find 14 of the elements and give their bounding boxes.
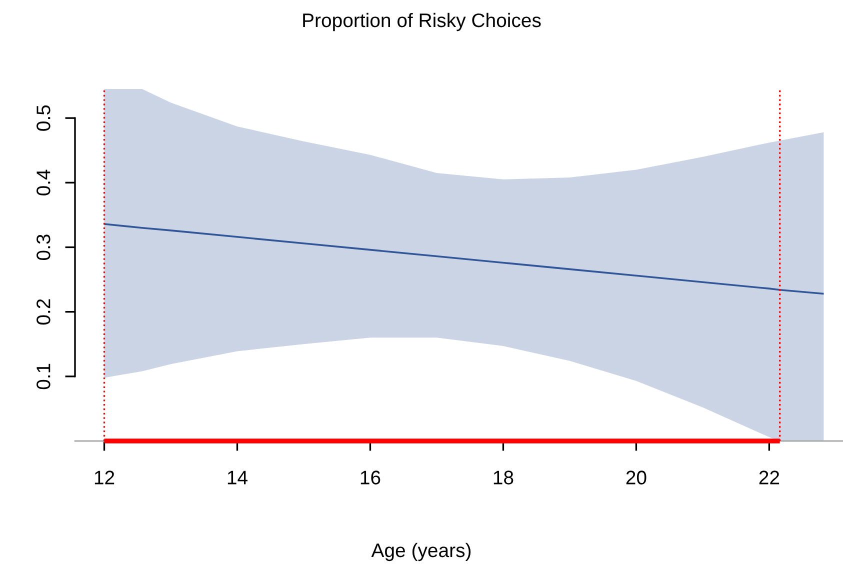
x-tick-label: 12: [94, 470, 114, 484]
chart-title: Proportion of Risky Choices: [303, 12, 541, 32]
y-tick-label: 0.4: [36, 170, 50, 196]
x-axis-title: Age (years): [371, 542, 471, 562]
x-tick-label: 16: [360, 470, 380, 484]
x-tick-label: 20: [626, 470, 646, 484]
x-tick-label: 22: [759, 470, 780, 484]
x-tick-label: 14: [228, 470, 248, 484]
y-tick-label: 0.5: [36, 105, 50, 131]
y-tick-label: 0.3: [36, 234, 50, 260]
line-series: [103, 223, 825, 295]
y-tick-label: 0.2: [36, 299, 50, 325]
x-tick-label: 18: [494, 470, 514, 484]
y-tick-label: 0.1: [36, 364, 50, 390]
